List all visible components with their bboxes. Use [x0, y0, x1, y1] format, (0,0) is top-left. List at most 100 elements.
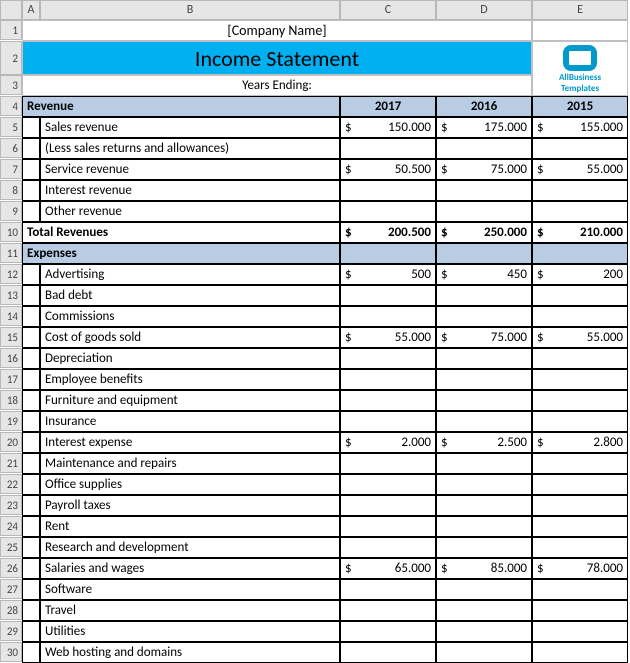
amount-cell[interactable]: $2.000 [340, 432, 436, 453]
amount-cell[interactable]: $200 [532, 264, 628, 285]
amount-cell[interactable] [340, 642, 436, 663]
expenses-header-col[interactable] [532, 243, 628, 264]
amount-cell[interactable] [340, 348, 436, 369]
row-header[interactable]: 26 [0, 558, 22, 578]
amount-cell[interactable] [532, 495, 628, 516]
amount-cell[interactable]: $85.000 [436, 558, 532, 579]
amount-cell[interactable] [436, 369, 532, 390]
line-item[interactable]: Interest expense [40, 432, 340, 453]
row-header[interactable]: 27 [0, 579, 22, 599]
amount-cell[interactable] [436, 348, 532, 369]
line-item[interactable]: (Less sales returns and allowances) [40, 138, 340, 159]
amount-cell[interactable] [436, 516, 532, 537]
col-header[interactable]: B [40, 0, 340, 20]
row-header[interactable]: 20 [0, 432, 22, 452]
indent-cell[interactable] [22, 264, 40, 285]
amount-cell[interactable]: $200.500 [340, 222, 436, 243]
amount-cell[interactable]: $250.000 [436, 222, 532, 243]
page-title[interactable]: Income Statement [22, 41, 532, 75]
year-col-2017[interactable]: 2017 [340, 96, 436, 117]
row-header[interactable]: 14 [0, 306, 22, 326]
line-item[interactable]: Cost of goods sold [40, 327, 340, 348]
indent-cell[interactable] [22, 558, 40, 579]
indent-cell[interactable] [22, 600, 40, 621]
row-header[interactable]: 9 [0, 201, 22, 221]
company-name[interactable]: [Company Name] [22, 20, 532, 41]
amount-cell[interactable]: $450 [436, 264, 532, 285]
line-item[interactable]: Maintenance and repairs [40, 453, 340, 474]
row-header[interactable]: 6 [0, 138, 22, 158]
amount-cell[interactable] [340, 537, 436, 558]
row-header[interactable]: 25 [0, 537, 22, 557]
col-header[interactable]: E [532, 0, 628, 20]
expenses-header-col[interactable] [340, 243, 436, 264]
amount-cell[interactable]: $175.000 [436, 117, 532, 138]
amount-cell[interactable]: $78.000 [532, 558, 628, 579]
amount-cell[interactable] [340, 369, 436, 390]
amount-cell[interactable]: $50.500 [340, 159, 436, 180]
line-item[interactable]: Commissions [40, 306, 340, 327]
line-item[interactable]: Sales revenue [40, 117, 340, 138]
amount-cell[interactable] [532, 537, 628, 558]
total-revenues[interactable]: Total Revenues [22, 222, 340, 243]
line-item[interactable]: Insurance [40, 411, 340, 432]
indent-cell[interactable] [22, 537, 40, 558]
indent-cell[interactable] [22, 411, 40, 432]
line-item[interactable]: Advertising [40, 264, 340, 285]
amount-cell[interactable]: $55.000 [340, 327, 436, 348]
amount-cell[interactable] [532, 390, 628, 411]
line-item[interactable]: Payroll taxes [40, 495, 340, 516]
indent-cell[interactable] [22, 348, 40, 369]
col-header[interactable]: D [436, 0, 532, 20]
amount-cell[interactable] [340, 138, 436, 159]
amount-cell[interactable] [532, 306, 628, 327]
line-item[interactable]: Office supplies [40, 474, 340, 495]
row-header[interactable]: 16 [0, 348, 22, 368]
amount-cell[interactable] [436, 537, 532, 558]
amount-cell[interactable] [340, 579, 436, 600]
line-item[interactable]: Rent [40, 516, 340, 537]
amount-cell[interactable] [436, 285, 532, 306]
amount-cell[interactable] [340, 180, 436, 201]
amount-cell[interactable]: $2.800 [532, 432, 628, 453]
amount-cell[interactable] [436, 180, 532, 201]
row-header[interactable]: 18 [0, 390, 22, 410]
amount-cell[interactable] [340, 453, 436, 474]
row-header[interactable]: 7 [0, 159, 22, 179]
row-header[interactable]: 13 [0, 285, 22, 305]
amount-cell[interactable] [532, 285, 628, 306]
amount-cell[interactable] [436, 138, 532, 159]
row-header[interactable]: 11 [0, 243, 22, 263]
col-header[interactable]: C [340, 0, 436, 20]
amount-cell[interactable] [436, 642, 532, 663]
indent-cell[interactable] [22, 138, 40, 159]
amount-cell[interactable]: $210.000 [532, 222, 628, 243]
expenses-header-col[interactable] [436, 243, 532, 264]
indent-cell[interactable] [22, 369, 40, 390]
row-header[interactable]: 3 [0, 75, 22, 95]
amount-cell[interactable]: $65.000 [340, 558, 436, 579]
amount-cell[interactable]: $55.000 [532, 327, 628, 348]
amount-cell[interactable] [436, 453, 532, 474]
amount-cell[interactable] [436, 306, 532, 327]
amount-cell[interactable]: $500 [340, 264, 436, 285]
amount-cell[interactable]: $2.500 [436, 432, 532, 453]
line-item[interactable]: Other revenue [40, 201, 340, 222]
amount-cell[interactable] [532, 411, 628, 432]
amount-cell[interactable] [532, 348, 628, 369]
amount-cell[interactable] [436, 495, 532, 516]
cell[interactable] [532, 20, 628, 41]
row-header[interactable]: 8 [0, 180, 22, 200]
row-header[interactable]: 12 [0, 264, 22, 284]
row-header[interactable]: 15 [0, 327, 22, 347]
row-header[interactable]: 30 [0, 642, 22, 662]
indent-cell[interactable] [22, 432, 40, 453]
amount-cell[interactable] [340, 201, 436, 222]
indent-cell[interactable] [22, 495, 40, 516]
indent-cell[interactable] [22, 306, 40, 327]
indent-cell[interactable] [22, 474, 40, 495]
row-header[interactable]: 23 [0, 495, 22, 515]
row-header[interactable]: 24 [0, 516, 22, 536]
amount-cell[interactable] [340, 474, 436, 495]
row-header[interactable]: 10 [0, 222, 22, 242]
